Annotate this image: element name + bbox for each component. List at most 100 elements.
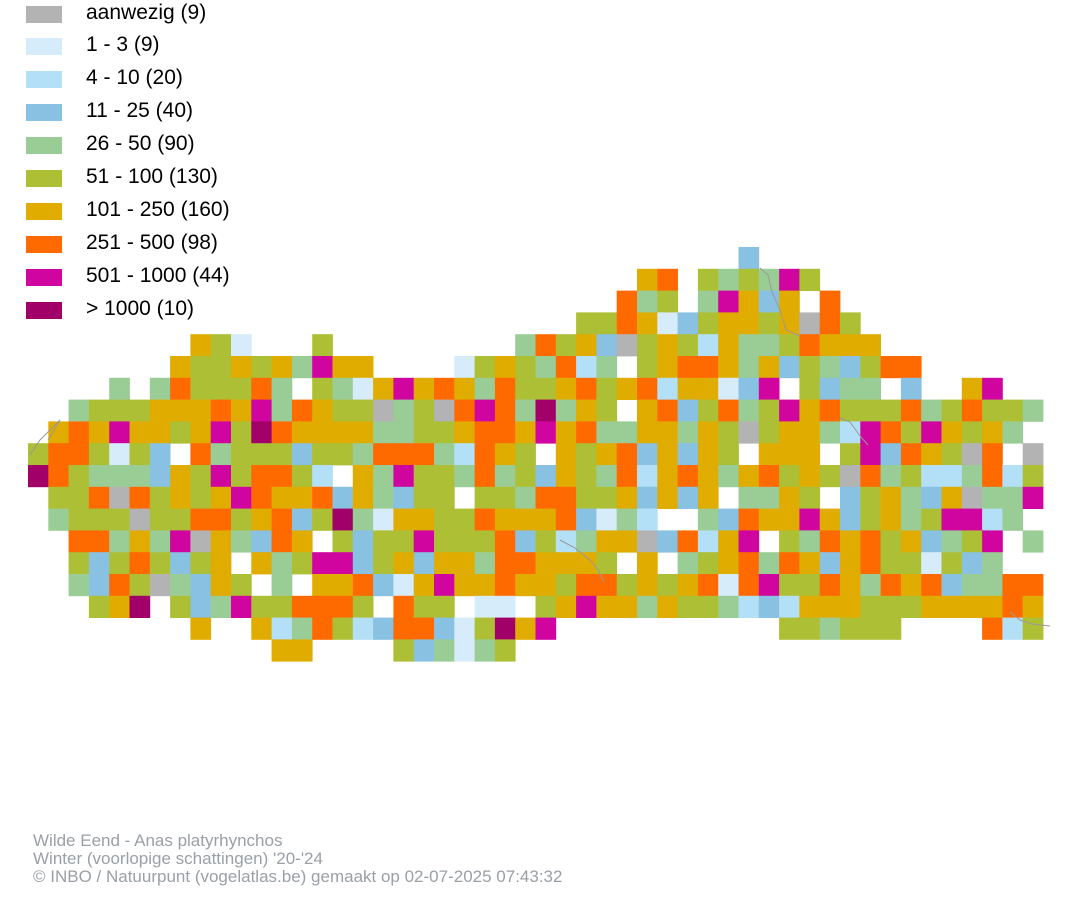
legend-swatch bbox=[26, 203, 62, 220]
grid-cell bbox=[48, 421, 69, 444]
grid-cell bbox=[697, 290, 719, 313]
grid-cell bbox=[738, 312, 760, 335]
grid-cell bbox=[1002, 421, 1024, 444]
grid-cell bbox=[352, 530, 374, 553]
grid-cell bbox=[190, 595, 212, 618]
grid-cell bbox=[840, 595, 861, 618]
grid-cell bbox=[941, 574, 963, 597]
grid-cell bbox=[738, 247, 760, 270]
grid-cell bbox=[718, 595, 739, 618]
grid-cell bbox=[900, 486, 922, 509]
grid-cell bbox=[555, 399, 577, 422]
grid-cell bbox=[190, 465, 212, 488]
grid-cell bbox=[190, 508, 212, 531]
grid-cell bbox=[738, 530, 760, 553]
grid-cell bbox=[190, 617, 212, 640]
grid-cell bbox=[413, 639, 435, 662]
grid-cell bbox=[657, 486, 678, 509]
grid-cell bbox=[637, 268, 658, 291]
grid-cell bbox=[149, 465, 171, 488]
grid-cell bbox=[271, 443, 293, 466]
grid-cell bbox=[271, 508, 293, 531]
grid-cell bbox=[819, 617, 841, 640]
grid-cell bbox=[819, 334, 841, 357]
grid-cell bbox=[941, 508, 963, 531]
grid-cell bbox=[982, 552, 1003, 575]
grid-cell bbox=[291, 530, 313, 553]
grid-cell bbox=[474, 639, 496, 662]
grid-cell bbox=[291, 399, 313, 422]
grid-cell bbox=[474, 486, 496, 509]
grid-cell bbox=[190, 334, 212, 357]
grid-cell bbox=[799, 465, 821, 488]
grid-cell bbox=[312, 421, 333, 444]
grid-cell bbox=[312, 595, 333, 618]
grid-cell bbox=[109, 530, 130, 553]
grid-cell bbox=[657, 421, 678, 444]
grid-cell bbox=[840, 552, 861, 575]
grid-cell bbox=[312, 377, 333, 400]
grid-cell bbox=[129, 421, 151, 444]
grid-cell bbox=[941, 486, 963, 509]
grid-cell bbox=[68, 399, 90, 422]
season-label: Winter (voorlopige schattingen) '20-'24 bbox=[33, 849, 323, 868]
grid-cell bbox=[170, 356, 191, 379]
legend-swatch bbox=[26, 6, 62, 23]
grid-cell bbox=[576, 377, 597, 400]
grid-cell bbox=[961, 486, 983, 509]
grid-cell bbox=[616, 530, 638, 553]
grid-cell bbox=[393, 574, 415, 597]
grid-cell bbox=[515, 574, 536, 597]
grid-cell bbox=[515, 617, 536, 640]
grid-cell bbox=[291, 639, 313, 662]
grid-cell bbox=[170, 530, 191, 553]
grid-cell bbox=[474, 574, 496, 597]
grid-cell bbox=[637, 377, 658, 400]
grid-cell bbox=[860, 617, 881, 640]
grid-cell bbox=[413, 595, 435, 618]
grid-cell bbox=[413, 377, 435, 400]
grid-cell bbox=[677, 530, 699, 553]
grid-cell bbox=[900, 421, 922, 444]
grid-cell bbox=[799, 356, 821, 379]
grid-cell bbox=[880, 465, 902, 488]
grid-cell bbox=[251, 465, 272, 488]
grid-cell bbox=[555, 595, 577, 618]
grid-cell bbox=[129, 486, 151, 509]
grid-cell bbox=[738, 421, 760, 444]
grid-cell bbox=[697, 334, 719, 357]
grid-cell bbox=[840, 574, 861, 597]
grid-cell bbox=[291, 508, 313, 531]
grid-cell bbox=[697, 399, 719, 422]
grid-cell bbox=[677, 552, 699, 575]
legend-swatch bbox=[26, 269, 62, 286]
grid-cell bbox=[961, 421, 983, 444]
grid-cell bbox=[1022, 443, 1044, 466]
grid-cell bbox=[900, 530, 922, 553]
grid-cell bbox=[515, 334, 536, 357]
grid-cell bbox=[515, 377, 536, 400]
grid-cell bbox=[352, 356, 374, 379]
grid-cell bbox=[799, 486, 821, 509]
grid-cell bbox=[393, 377, 415, 400]
grid-cell bbox=[880, 530, 902, 553]
grid-cell bbox=[454, 617, 475, 640]
grid-cell bbox=[352, 465, 374, 488]
grid-cell bbox=[718, 290, 739, 313]
grid-cell bbox=[982, 377, 1003, 400]
grid-cell bbox=[799, 530, 821, 553]
grid-cell bbox=[352, 595, 374, 618]
grid-cell bbox=[373, 552, 394, 575]
grid-cell bbox=[880, 399, 902, 422]
grid-cell bbox=[434, 530, 455, 553]
grid-cell bbox=[982, 508, 1003, 531]
grid-cell bbox=[393, 399, 415, 422]
grid-cell bbox=[373, 465, 394, 488]
grid-cell bbox=[697, 421, 719, 444]
grid-cell bbox=[677, 574, 699, 597]
grid-cell bbox=[718, 312, 739, 335]
grid-cell bbox=[555, 508, 577, 531]
grid-cell bbox=[779, 530, 800, 553]
grid-cell bbox=[596, 421, 618, 444]
grid-cell bbox=[231, 508, 252, 531]
